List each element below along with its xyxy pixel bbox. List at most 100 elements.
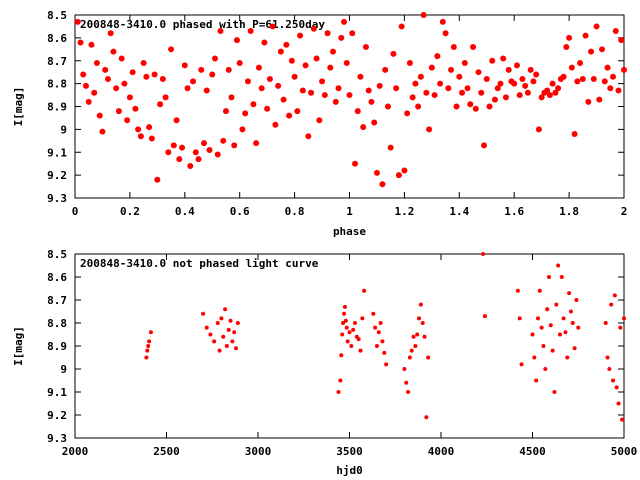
- data-point: [401, 167, 408, 174]
- x-tick-label: 1.8: [559, 205, 579, 218]
- data-point: [346, 92, 353, 99]
- data-point: [601, 78, 608, 85]
- data-point: [384, 362, 389, 367]
- data-point: [371, 311, 376, 316]
- data-point: [481, 252, 486, 256]
- data-point: [585, 98, 592, 105]
- data-point: [376, 330, 381, 335]
- data-point: [535, 316, 540, 321]
- data-point: [88, 41, 95, 48]
- data-point: [93, 60, 100, 67]
- data-point: [269, 23, 276, 30]
- data-point: [511, 80, 518, 87]
- data-point: [548, 323, 553, 328]
- data-point: [450, 44, 457, 51]
- data-point: [330, 48, 337, 55]
- x-tick-label: 3000: [245, 445, 272, 458]
- data-point: [497, 80, 504, 87]
- x-tick-label: 1: [346, 205, 353, 218]
- data-point: [335, 85, 342, 92]
- data-point: [565, 355, 570, 360]
- data-point: [222, 108, 229, 115]
- data-point: [519, 362, 524, 367]
- data-point: [299, 87, 306, 94]
- data-point: [574, 78, 581, 85]
- x-tick-label: 5000: [611, 445, 638, 458]
- data-point: [162, 94, 169, 101]
- x-tick-label: 4000: [428, 445, 455, 458]
- data-point: [371, 119, 378, 126]
- data-point: [206, 146, 213, 153]
- data-point: [77, 39, 84, 46]
- data-point: [343, 60, 350, 67]
- data-point: [297, 32, 304, 39]
- data-point: [264, 105, 271, 112]
- data-point: [219, 316, 224, 321]
- data-point: [349, 344, 354, 348]
- data-point: [567, 291, 572, 296]
- data-point: [616, 401, 621, 406]
- data-point: [340, 332, 345, 337]
- data-point: [390, 50, 397, 57]
- data-point: [286, 112, 293, 119]
- data-point: [288, 57, 295, 64]
- data-point: [190, 78, 197, 85]
- data-point: [609, 302, 614, 307]
- data-point: [515, 288, 520, 293]
- data-point: [423, 89, 430, 96]
- data-point: [572, 346, 577, 351]
- data-point: [351, 327, 356, 332]
- data-point: [544, 87, 551, 94]
- data-point: [102, 66, 109, 73]
- data-point: [113, 85, 120, 92]
- phased-plot: 0 0.2 0.4 0.6 0.8 1 1.2 1.4 1.6 1.8 2 8.5 8.6 8.7 8.8 8…: [12, 9, 627, 238]
- data-point: [362, 44, 369, 51]
- data-point: [356, 337, 361, 342]
- data-point: [360, 124, 367, 131]
- data-point: [428, 64, 435, 71]
- data-point: [550, 348, 555, 353]
- data-point: [380, 339, 385, 344]
- y-tick-label: 8.6: [47, 32, 67, 45]
- y-tick-label: 8.9: [47, 101, 67, 114]
- data-point: [110, 48, 117, 55]
- data-point: [472, 105, 479, 112]
- data-point: [99, 128, 106, 135]
- data-point: [145, 348, 150, 353]
- data-point: [559, 275, 564, 279]
- data-point: [224, 344, 229, 348]
- data-point: [316, 117, 323, 124]
- data-point: [347, 330, 352, 335]
- data-point: [203, 87, 210, 94]
- data-point: [533, 71, 540, 78]
- data-point: [358, 348, 363, 353]
- data-point: [576, 325, 581, 330]
- x-axis-label: hjd0: [336, 464, 363, 477]
- data-point: [154, 176, 161, 183]
- data-point: [201, 140, 208, 147]
- data-point: [247, 28, 254, 35]
- y-tick-label: 8.5: [47, 9, 67, 22]
- data-point: [341, 321, 346, 325]
- data-point: [354, 108, 361, 115]
- data-point: [221, 334, 226, 339]
- data-point: [615, 87, 622, 94]
- data-point: [137, 133, 144, 140]
- data-point: [146, 124, 153, 131]
- data-point: [603, 321, 608, 325]
- data-point: [549, 80, 556, 87]
- data-point: [535, 126, 542, 133]
- data-point: [393, 85, 400, 92]
- data-point: [517, 316, 522, 321]
- data-point: [124, 117, 131, 124]
- data-point: [582, 32, 589, 39]
- data-point: [527, 66, 534, 73]
- data-point: [406, 390, 411, 394]
- data-point: [537, 288, 542, 293]
- data-point: [546, 275, 551, 279]
- data-point: [588, 48, 595, 55]
- data-point: [412, 80, 419, 87]
- data-point: [146, 344, 151, 348]
- data-point: [91, 89, 98, 96]
- y-tick-label: 8.5: [47, 248, 67, 261]
